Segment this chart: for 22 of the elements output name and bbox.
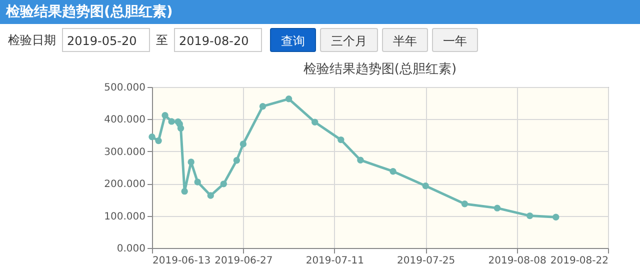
y-tick-label: 400.000	[104, 114, 146, 126]
x-tick-label: 2019-08-08	[488, 256, 546, 266]
text: 检验日期	[8, 32, 56, 48]
x-tick-label: 2019-07-25	[397, 256, 456, 266]
y-tick-label: 500.000	[104, 82, 146, 94]
range-button: 半年	[382, 28, 428, 52]
text: 检验结果趋势图(总胆红素)	[0, 0, 640, 24]
y-tick-label: 0.000	[116, 244, 146, 254]
y-tick-label: 100.000	[104, 211, 146, 222]
y-tick-label: 300.000	[104, 146, 146, 158]
x-tick-label: 2019-06-27	[214, 256, 273, 266]
search-button: 查询	[270, 28, 316, 52]
range-button: 三个月	[320, 28, 378, 52]
x-tick-label: 2019-06-13	[152, 256, 211, 266]
date-field: 2019-08-20	[174, 28, 262, 52]
range-button: 一年	[432, 28, 478, 52]
text: 至	[156, 32, 168, 48]
chart-title: 检验结果趋势图(总胆红素)	[303, 62, 457, 77]
x-tick-label: 2019-07-11	[306, 256, 364, 266]
x-tick-label: 2019-08-22	[550, 256, 608, 266]
y-tick-label: 200.000	[104, 179, 146, 190]
date-field: 2019-05-20	[62, 28, 150, 52]
